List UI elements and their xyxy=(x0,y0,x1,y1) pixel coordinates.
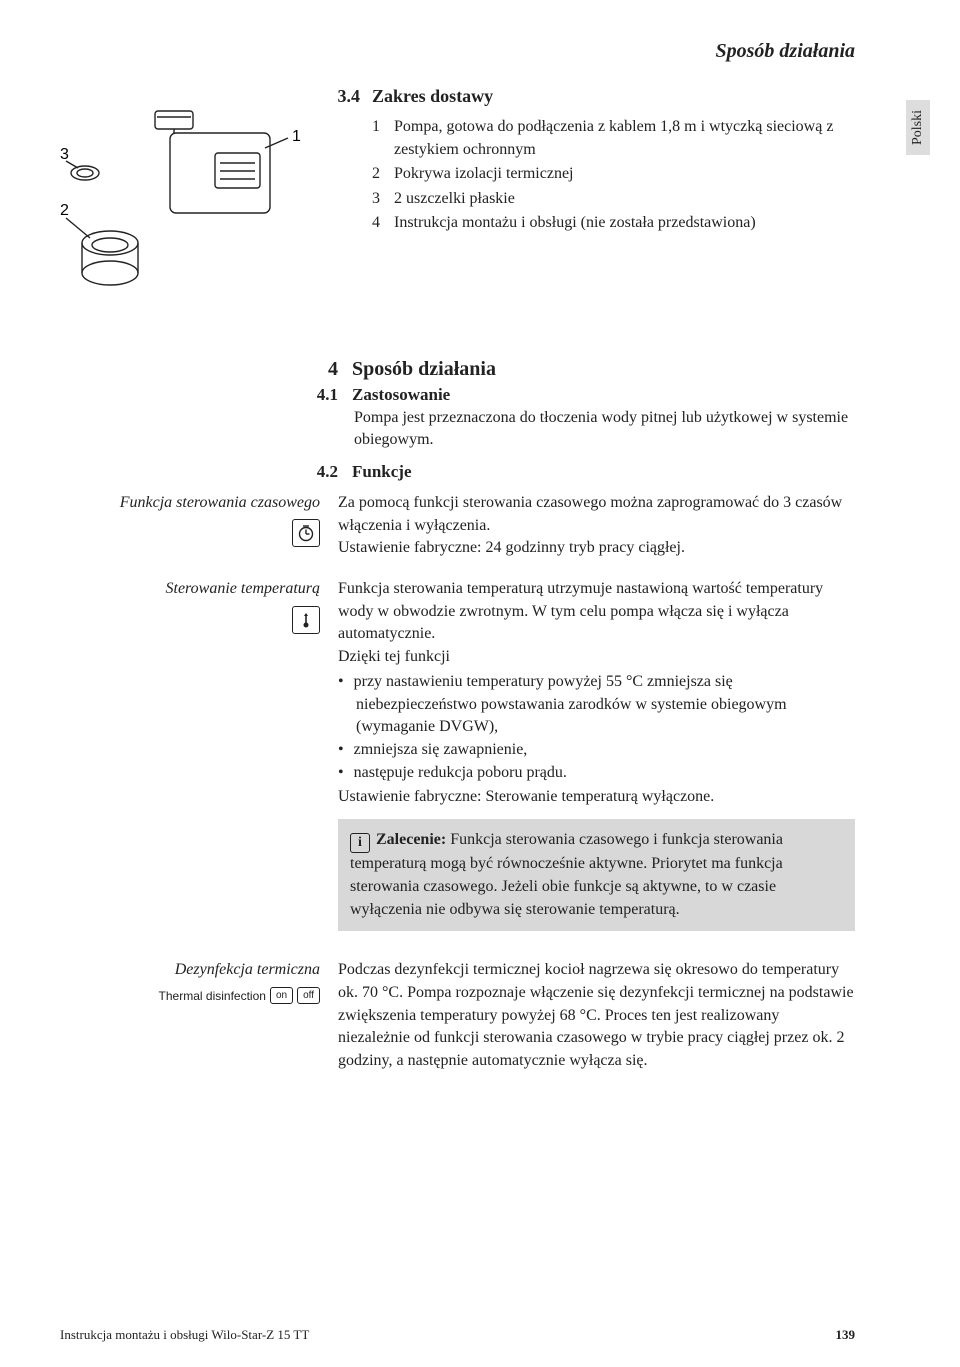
li-text: 2 uszczelki płaskie xyxy=(394,187,515,210)
section-title: Funkcje xyxy=(352,462,412,482)
callout-2: 2 xyxy=(60,202,69,219)
thermal-off-button[interactable]: off xyxy=(297,987,320,1005)
delivery-scope-list: 1Pompa, gotowa do podłączenia z kablem 1… xyxy=(330,115,855,234)
running-title: Sposób działania xyxy=(60,40,900,63)
thermometer-icon xyxy=(292,606,320,634)
section-number: 4 xyxy=(308,358,338,381)
li-text: Instrukcja montażu i obsługi (nie został… xyxy=(394,211,756,234)
temp-body-2: Dzięki tej funkcji xyxy=(338,646,855,669)
temp-bullets: przy nastawieniu temperatury powyżej 55 … xyxy=(338,671,855,785)
li-num: 3 xyxy=(372,187,386,210)
section-title: Zakres dostawy xyxy=(372,83,493,109)
temp-body-1: Funkcja sterowania temperaturą utrzymuje… xyxy=(338,578,855,646)
language-tab: Polski xyxy=(906,100,930,155)
info-icon: i xyxy=(350,833,370,853)
li-text: Pokrywa izolacji termicznej xyxy=(394,162,573,185)
section-3-4: 1 3 2 3.4 Zakres dostawy 1Pompa, gotowa … xyxy=(60,83,900,308)
thermal-disinfection-label: Thermal disinfection xyxy=(159,988,266,1004)
section-number: 3.4 xyxy=(330,83,360,109)
thermal-on-button[interactable]: on xyxy=(270,987,293,1005)
temp-function-label: Sterowanie temperaturą xyxy=(166,580,321,597)
timer-body-2: Ustawienie fabryczne: 24 godzinny tryb p… xyxy=(338,537,855,560)
clock-icon xyxy=(292,519,320,547)
li-num: 2 xyxy=(372,162,386,185)
thermal-body: Podczas dezynfekcji termicznej kocioł na… xyxy=(338,959,855,1073)
callout-3: 3 xyxy=(60,146,69,163)
section-title: Zastosowanie xyxy=(352,385,450,405)
li-num: 1 xyxy=(372,115,386,161)
li-num: 4 xyxy=(372,211,386,234)
pump-illustration: 1 3 2 xyxy=(60,83,310,308)
recommendation-box: iZalecenie: Funkcja sterowania czasowego… xyxy=(338,819,855,931)
bullet: zmniejsza się zawapnienie, xyxy=(356,739,855,762)
section-number: 4.1 xyxy=(308,385,338,405)
footer-doc-title: Instrukcja montażu i obsługi Wilo-Star-Z… xyxy=(60,1327,309,1343)
section-41-body: Pompa jest przeznaczona do tłoczenia wod… xyxy=(60,407,900,452)
thermal-function-label: Dezynfekcja termiczna xyxy=(175,961,320,978)
temp-body-3: Ustawienie fabryczne: Sterowanie tempera… xyxy=(338,786,855,809)
li-text: Pompa, gotowa do podłączenia z kablem 1,… xyxy=(394,115,855,161)
info-label: Zalecenie: xyxy=(376,831,446,848)
timer-body-1: Za pomocą funkcji sterowania czasowego m… xyxy=(338,492,855,537)
section-title: Sposób działania xyxy=(352,358,496,381)
bullet: następuje redukcja poboru prądu. xyxy=(356,762,855,785)
callout-1: 1 xyxy=(292,128,301,145)
timer-function-label: Funkcja sterowania czasowego xyxy=(120,494,320,511)
bullet: przy nastawieniu temperatury powyżej 55 … xyxy=(356,671,855,739)
section-number: 4.2 xyxy=(308,462,338,482)
page-number: 139 xyxy=(836,1327,901,1343)
